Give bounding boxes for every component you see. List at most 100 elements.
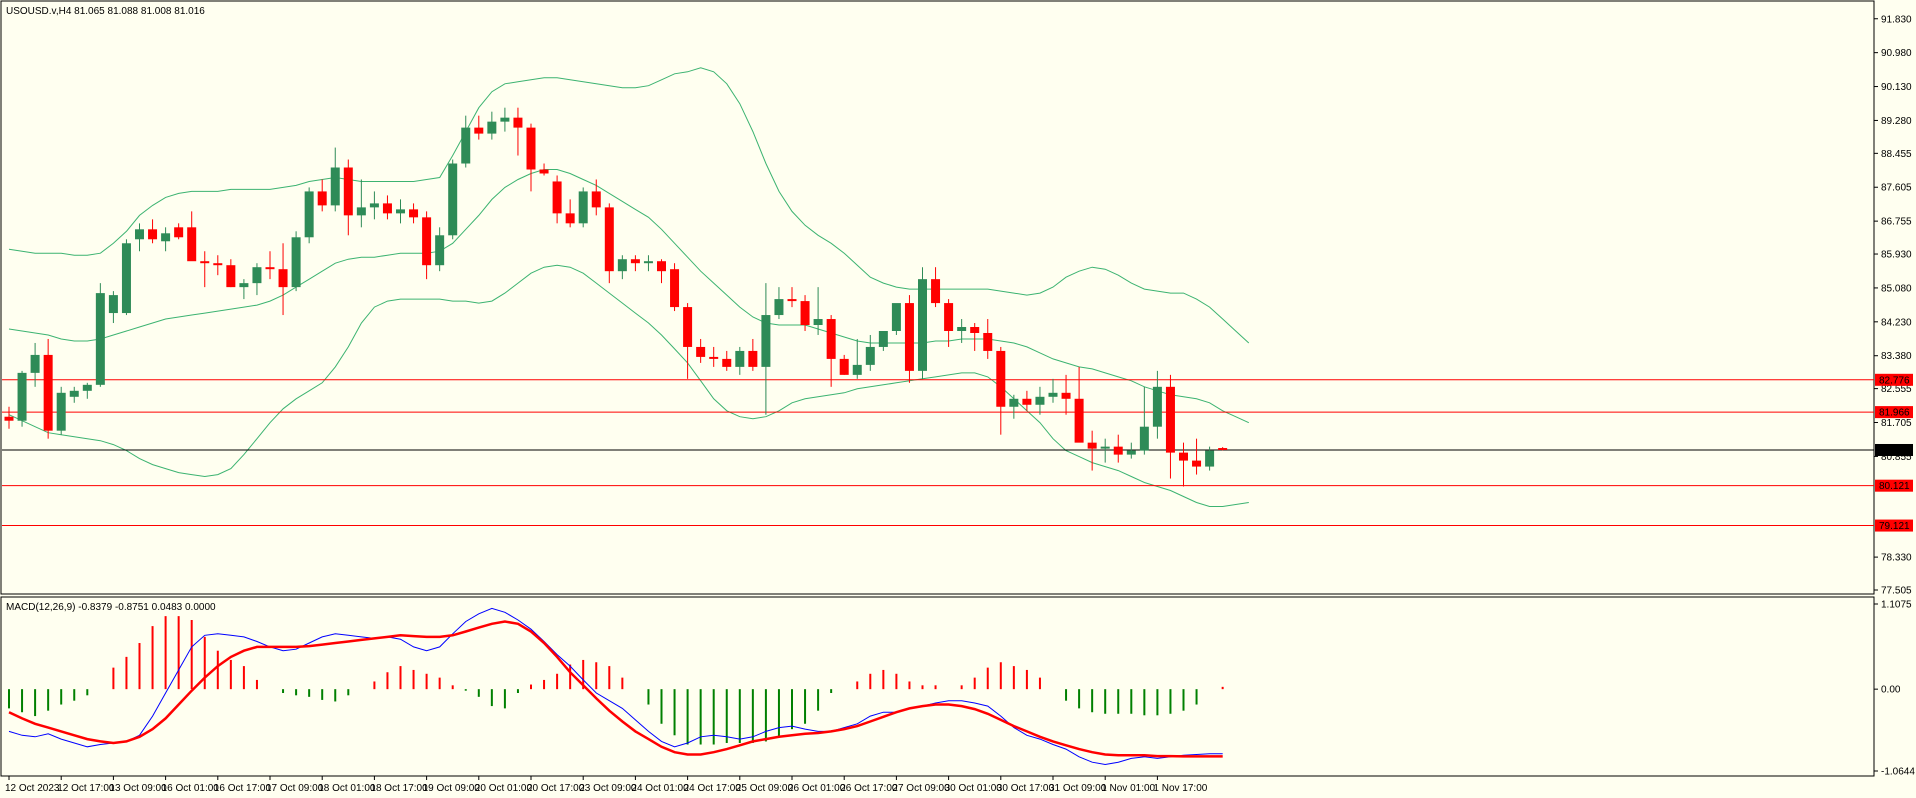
candle (4, 406, 14, 429)
price-tick-label: 83.380 (1881, 351, 1912, 362)
level-price-label: 79.121 (1879, 521, 1910, 532)
candle-body (200, 261, 210, 264)
candle (448, 159, 458, 240)
candle-body (552, 181, 562, 214)
candle-body (4, 416, 14, 421)
candle (787, 287, 797, 308)
candle-body (826, 319, 836, 359)
candle-body (970, 327, 980, 333)
candle (317, 179, 327, 212)
candle (774, 287, 784, 320)
time-tick-label: 16 Oct 01:00 (162, 783, 220, 794)
level-price-tag (1875, 519, 1913, 532)
candle (957, 319, 967, 343)
candle-body (448, 163, 458, 236)
candle-body (735, 350, 745, 367)
candle (552, 175, 562, 224)
candle (396, 199, 405, 224)
bollinger-upper (8, 67, 1250, 344)
time-tick-label: 18 Oct 01:00 (318, 783, 376, 794)
candle-body (1126, 450, 1136, 455)
candle-body (957, 327, 967, 331)
candle-body (304, 191, 314, 238)
candle (17, 370, 27, 427)
candle-body (1165, 386, 1175, 453)
candle (304, 187, 314, 244)
macd-info: MACD(12,26,9) -0.8379 -0.8751 0.0483 0.0… (6, 602, 216, 613)
candle-body (904, 303, 914, 371)
candle-body (696, 346, 706, 357)
candle-body (82, 384, 92, 391)
time-tick-label: 24 Oct 17:00 (684, 783, 742, 794)
level-price-label: 81.966 (1879, 408, 1910, 419)
candle-body (95, 293, 105, 385)
candle (239, 279, 249, 300)
price-tick-label: 77.505 (1881, 586, 1912, 597)
candle (696, 338, 706, 363)
candle-body (213, 263, 223, 266)
time-tick-label: 26 Oct 01:00 (788, 783, 846, 794)
price-tick-label: 88.455 (1881, 149, 1912, 160)
candle (565, 199, 575, 228)
candle (1048, 378, 1058, 403)
time-tick-label: 12 Oct 2023 (5, 783, 60, 794)
candle (435, 227, 445, 272)
candle-body (565, 213, 575, 224)
candle-body (1139, 426, 1149, 451)
candle (474, 115, 484, 140)
candle (121, 239, 131, 316)
price-tick-label: 85.930 (1881, 250, 1912, 261)
candle (291, 231, 301, 292)
macd-tick-label: -1.0644 (1881, 767, 1915, 778)
macd-indicator (8, 607, 1224, 766)
candle (578, 187, 588, 228)
candle (461, 115, 471, 168)
candle (56, 386, 66, 435)
candle-body (317, 191, 327, 206)
candle (878, 330, 888, 351)
candle (487, 111, 497, 140)
candle-body (983, 332, 993, 351)
candle-body (1022, 398, 1032, 405)
price-tick-label: 85.080 (1881, 283, 1912, 294)
time-tick-label: 17 Oct 09:00 (266, 783, 324, 794)
candle-body (356, 207, 366, 216)
macd-tick-label: 0.00 (1881, 685, 1901, 696)
candle-body (918, 279, 927, 371)
time-tick-label: 1 Nov 01:00 (1101, 783, 1155, 794)
candle-body (69, 390, 79, 397)
level-price-label: 80.121 (1879, 481, 1910, 492)
macd-line (8, 607, 1223, 766)
price-axis: 91.830 90.980 90.130 89.280 88.455 87.605 86.7… (1874, 14, 1915, 778)
candle (657, 259, 666, 284)
candle-body (1179, 452, 1188, 461)
candle-body (931, 279, 941, 304)
candle-body (382, 203, 392, 214)
candle-body (617, 259, 627, 272)
price-tick-label: 86.755 (1881, 217, 1912, 228)
candle (526, 123, 536, 192)
price-tick-label: 78.330 (1881, 553, 1912, 564)
candle (187, 211, 197, 262)
time-tick-label: 12 Oct 17:00 (57, 783, 115, 794)
candle-body (657, 261, 666, 272)
candle-body (161, 233, 171, 242)
candle (983, 319, 993, 359)
candle-body (604, 207, 614, 272)
candle-body (409, 209, 419, 218)
candle-body (891, 303, 901, 331)
candle-body (539, 169, 549, 174)
candle (643, 255, 653, 272)
candle (252, 263, 262, 296)
candle-body (422, 217, 432, 266)
time-tick-label: 23 Oct 09:00 (579, 783, 637, 794)
price-tick-label: 81.705 (1881, 418, 1912, 429)
candle-body (1192, 460, 1202, 467)
candle (278, 243, 288, 316)
candle-body (500, 117, 510, 122)
level-price-tag (1875, 373, 1913, 386)
candle (108, 291, 118, 324)
candle-body (813, 319, 823, 326)
